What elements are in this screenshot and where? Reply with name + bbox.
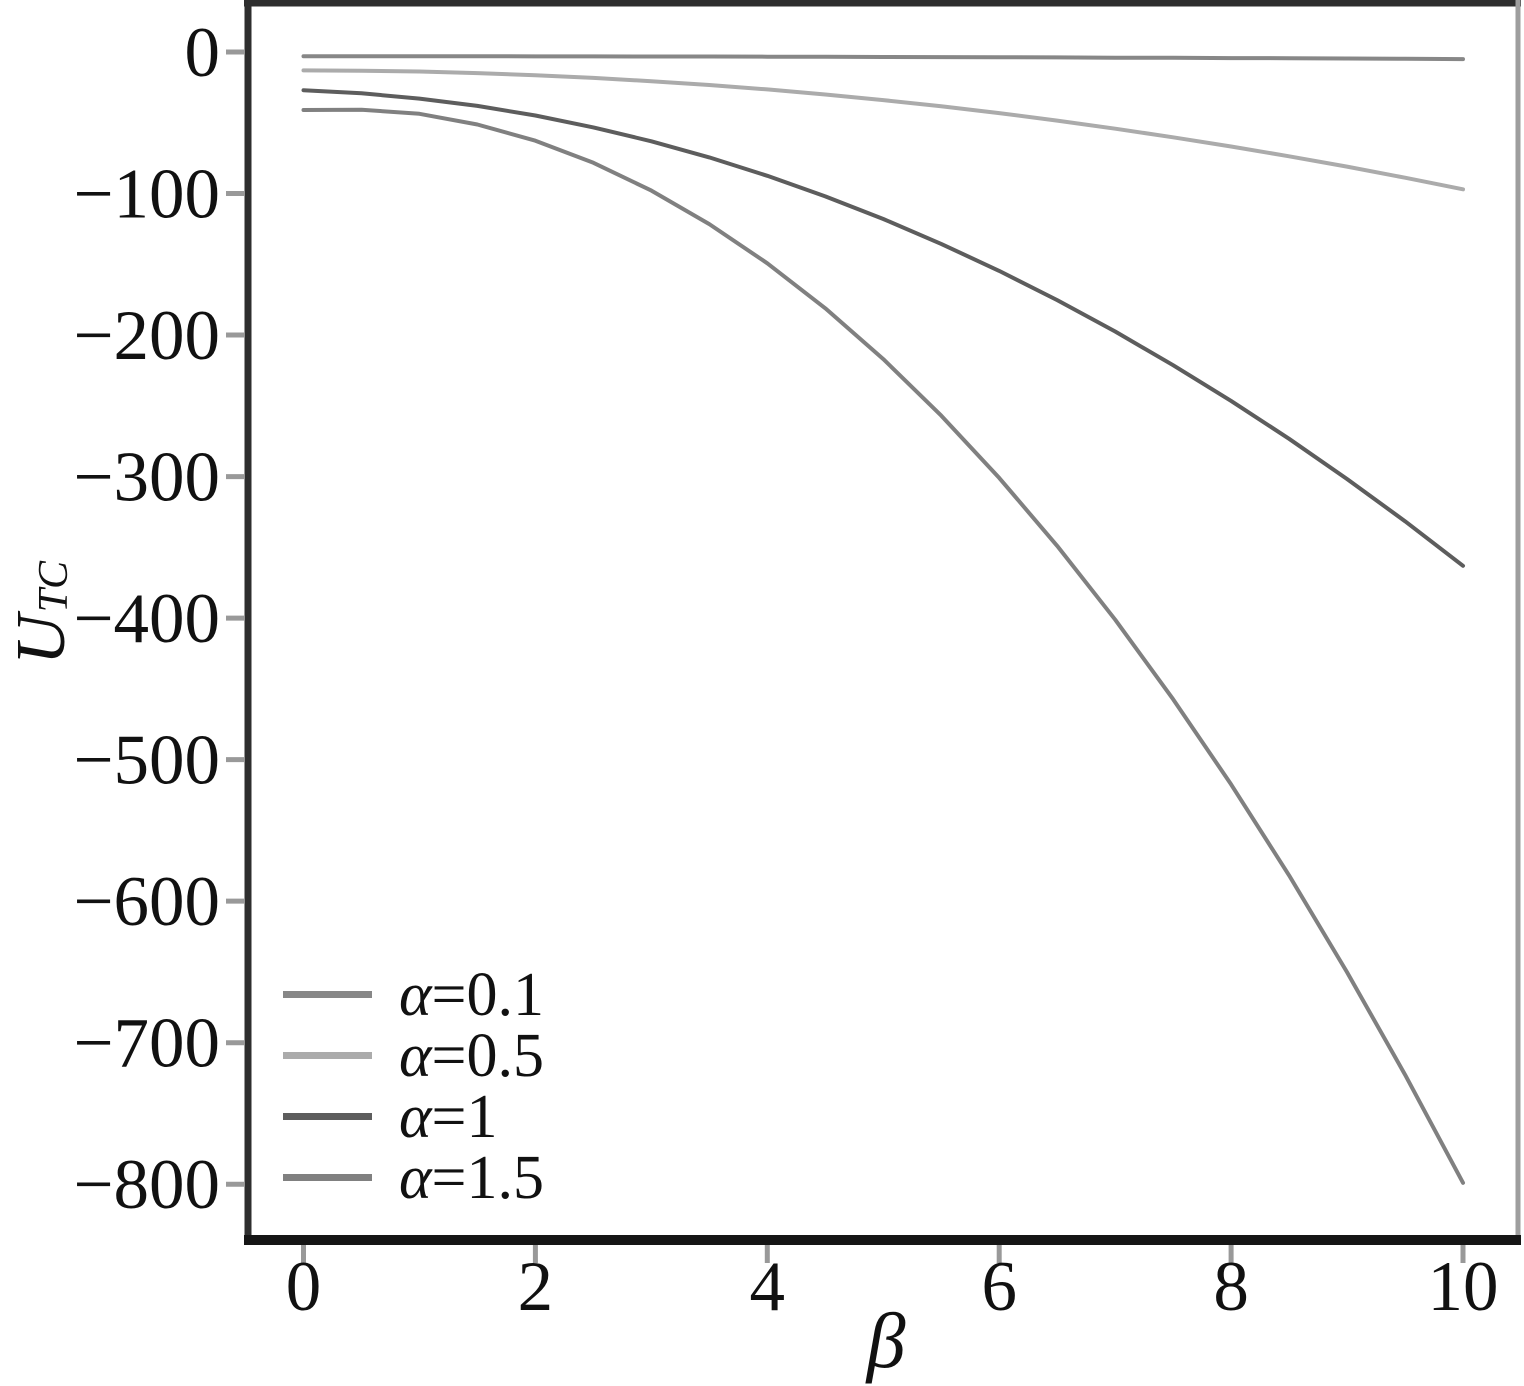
svg-text:−800: −800 [73,1146,220,1224]
svg-text:8: 8 [1213,1248,1249,1326]
legend-line-swatch [283,991,372,998]
svg-text:−200: −200 [73,297,220,375]
svg-text:0: 0 [185,14,221,92]
legend-item-label: α=0.1 [399,960,545,1029]
y-axis-label: U TC [3,561,80,665]
svg-text:−400: −400 [73,580,220,658]
legend-item-label: α=0.5 [399,1021,545,1090]
svg-text:−600: −600 [73,863,220,941]
svg-text:10: 10 [1428,1248,1499,1326]
svg-text:2: 2 [518,1248,554,1326]
legend-item-alpha-1: α=1 [283,1082,544,1151]
curve-α=0.5 [301,68,1465,192]
legend-item-alpha-0-5: α=0.5 [283,1021,545,1090]
legend-item-label: α=1.5 [399,1143,545,1212]
legend-line-swatch [283,1052,372,1059]
legend: α=0.1 α=0.5 α=1 α=1.5 [283,960,545,1212]
legend-item-alpha-0-1: α=0.1 [283,960,545,1029]
svg-text:4: 4 [750,1248,786,1326]
y-axis-label-symbol: U [3,614,80,665]
legend-line-swatch [283,1113,372,1120]
svg-text:6: 6 [981,1248,1017,1326]
legend-item-alpha-1-5: α=1.5 [283,1143,545,1212]
svg-text:0: 0 [286,1248,322,1326]
legend-item-label: α=1 [399,1082,498,1151]
x-axis-label: β [866,1297,906,1384]
curve-α=1 [301,88,1465,568]
curve-α=1.5 [301,107,1465,1185]
svg-text:−500: −500 [73,722,220,800]
svg-text:−100: −100 [73,156,220,234]
curve-α=0.1 [301,54,1465,62]
legend-line-swatch [283,1174,372,1181]
svg-text:−700: −700 [73,1005,220,1083]
svg-text:−300: −300 [73,439,220,517]
